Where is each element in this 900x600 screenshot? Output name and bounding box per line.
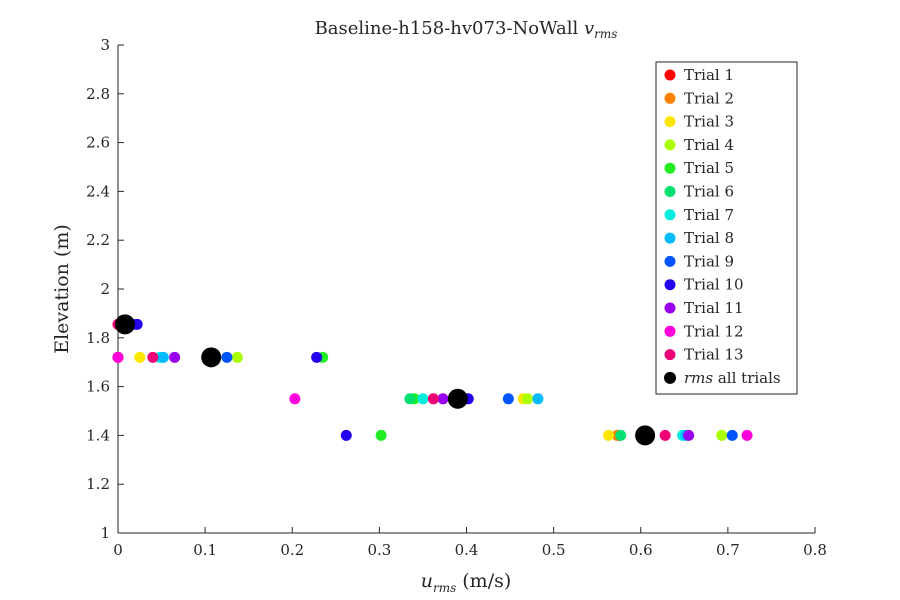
- y-axis-title: Elevation (m): [51, 224, 73, 354]
- y-tick-label: 3: [100, 36, 110, 54]
- x-axis-title-sub: rms: [433, 581, 456, 595]
- chart-title-math-sub: rms: [594, 27, 617, 41]
- data-point-trial-3: [603, 429, 615, 441]
- legend-entry-label: Trial 3: [684, 113, 734, 131]
- x-tick-label: 0.6: [629, 541, 653, 559]
- data-point-trial-9: [221, 351, 233, 363]
- data-point-trial-4: [716, 429, 728, 441]
- y-tick-label: 1.6: [86, 378, 110, 396]
- plot-area: 0 0.1 0.2 0.3 0.4 0.5 0.6 0.7 0.8 1 1.2 1.4 1.6 1.8 2…: [86, 36, 827, 559]
- data-point-rms: [447, 388, 468, 409]
- y-tick-label: 1: [100, 524, 110, 542]
- y-tick-label: 1.8: [86, 329, 110, 347]
- chart-title: Baseline-h158-hv073-NoWall vrms: [315, 18, 618, 41]
- data-point-trial-4: [521, 393, 533, 405]
- data-point-trial-5: [375, 429, 387, 441]
- legend-entry-label: Trial 12: [684, 322, 744, 340]
- legend: Trial 1 Trial 2 Trial 3 Trial 4 Trial 5 Trial…: [655, 61, 798, 395]
- data-point-trial-3: [134, 351, 146, 363]
- legend-entry-label: Trial 9: [684, 252, 734, 270]
- y-tick-label: 1.4: [86, 426, 110, 444]
- x-axis-title-base: u: [421, 570, 433, 592]
- legend-entry-label: Trial 1: [684, 66, 734, 84]
- data-point-trial-11: [437, 393, 449, 405]
- legend-marker: [664, 69, 676, 81]
- data-point-trial-11: [169, 351, 181, 363]
- legend-marker: [664, 255, 676, 267]
- x-tick-label: 0.1: [193, 541, 217, 559]
- x-tick-label: 0: [113, 541, 123, 559]
- legend-entry-label: Trial 6: [684, 183, 734, 201]
- data-point-rms: [114, 314, 135, 335]
- y-tick-label: 2: [100, 280, 110, 298]
- x-tick-label: 0.2: [280, 541, 304, 559]
- y-tick-label: 2.4: [86, 182, 110, 200]
- legend-entry-label: rms all trials: [684, 369, 781, 387]
- legend-marker: [664, 186, 676, 197]
- legend-entry-label: Trial 13: [684, 346, 744, 364]
- y-tick-label: 2.2: [86, 231, 110, 249]
- y-tick-label: 2.8: [86, 85, 110, 103]
- legend-marker: [664, 232, 676, 244]
- legend-marker: [664, 92, 676, 104]
- x-tick-label: 0.7: [716, 541, 740, 559]
- legend-marker: [664, 209, 676, 221]
- data-point-trial-6: [615, 429, 627, 441]
- y-tick-label: 2.6: [86, 134, 110, 152]
- data-point-trial-12: [289, 393, 301, 405]
- x-axis-title: urms (m/s): [421, 570, 512, 595]
- data-point-trial-11: [683, 429, 695, 441]
- chart-title-text: Baseline-h158-hv073-NoWall: [315, 18, 584, 39]
- legend-entry-label: Trial 2: [684, 89, 734, 107]
- data-point-trial-7: [417, 393, 429, 405]
- legend-marker: [664, 162, 676, 174]
- data-point-rms: [201, 347, 222, 368]
- legend-box: [655, 61, 798, 395]
- data-point-trial-4: [231, 351, 243, 363]
- legend-marker: [664, 371, 676, 384]
- data-point-trial-12: [741, 429, 753, 441]
- data-point-trial-13: [427, 393, 439, 405]
- legend-marker: [664, 302, 676, 314]
- legend-marker: [664, 139, 676, 151]
- data-point-trial-13: [147, 351, 159, 363]
- legend-marker: [664, 325, 676, 337]
- data-point-trial-13: [659, 429, 671, 441]
- data-point-trial-12: [112, 351, 124, 363]
- legend-marker: [664, 116, 676, 128]
- legend-marker: [664, 349, 676, 361]
- x-axis-ticks: 0 0.1 0.2 0.3 0.4 0.5 0.6 0.7 0.8: [113, 527, 827, 559]
- x-axis-title-unit: (m/s): [456, 570, 511, 592]
- data-point-trial-8: [157, 351, 169, 363]
- chart-title-math-base: v: [584, 18, 594, 39]
- y-tick-label: 1.2: [86, 475, 110, 493]
- data-point-trial-6: [404, 393, 416, 405]
- legend-entry-label: Trial 7: [684, 206, 734, 224]
- legend-entry-label: Trial 11: [684, 299, 744, 317]
- legend-marker: [664, 279, 676, 291]
- x-tick-label: 0.5: [542, 541, 566, 559]
- x-tick-label: 0.8: [803, 541, 827, 559]
- data-point-trial-8: [532, 393, 544, 405]
- legend-entry-label: Trial 10: [684, 276, 744, 294]
- legend-entry-label: Trial 5: [684, 159, 734, 177]
- legend-entry-label: Trial 4: [684, 136, 734, 154]
- x-tick-label: 0.4: [455, 541, 479, 559]
- data-point-trial-10: [340, 429, 352, 441]
- data-point-trial-9: [726, 429, 738, 441]
- x-tick-label: 0.3: [367, 541, 391, 559]
- data-point-rms: [635, 425, 656, 446]
- y-axis-ticks: 1 1.2 1.4 1.6 1.8 2 2.2 2.4 2.6 2.8 3: [86, 36, 124, 542]
- data-point-trial-9: [502, 393, 514, 405]
- data-point-trial-10: [311, 351, 323, 363]
- data-points: [112, 314, 753, 446]
- legend-entry-label: Trial 8: [684, 229, 734, 247]
